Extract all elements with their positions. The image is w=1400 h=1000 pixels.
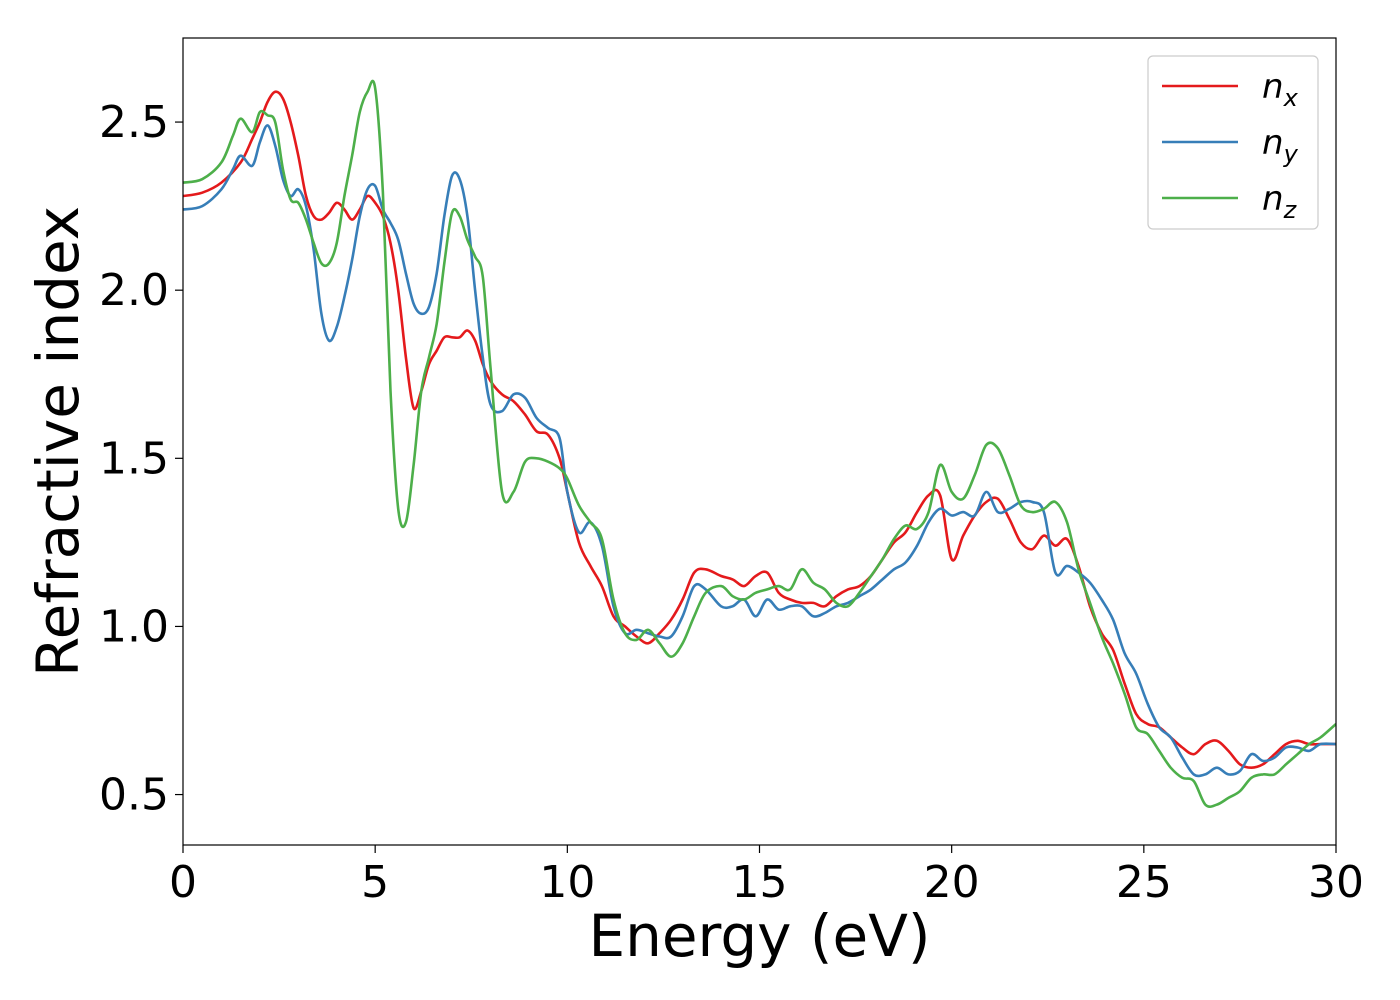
legend-label-nz: nz [1262, 179, 1298, 224]
series-layer [183, 79, 1336, 808]
x-axis: 0 5 10 15 20 25 30 [169, 845, 1364, 908]
y-axis: 0.5 1.0 1.5 2.0 2.5 [99, 97, 183, 821]
y-axis-title: Refractive index [24, 206, 92, 677]
series-line-nz [183, 79, 1336, 808]
series-line-nx [183, 90, 1336, 769]
x-tick-label: 30 [1308, 857, 1364, 908]
y-tick-label: 0.5 [99, 770, 169, 821]
x-tick-label: 5 [361, 857, 389, 908]
legend: nx ny nz [1147, 55, 1319, 230]
x-tick-label: 15 [732, 857, 788, 908]
y-tick-label: 1.5 [99, 433, 169, 484]
series-line-ny [183, 124, 1336, 778]
y-tick-label: 2.5 [99, 97, 169, 148]
x-tick-label: 10 [539, 857, 595, 908]
legend-label-nx: nx [1262, 67, 1299, 112]
x-tick-label: 20 [924, 857, 980, 908]
x-axis-title: Energy (eV) [588, 902, 930, 970]
y-tick-label: 2.0 [99, 265, 169, 316]
legend-label-ny: ny [1262, 123, 1299, 168]
x-tick-label: 25 [1116, 857, 1172, 908]
y-tick-label: 1.0 [99, 601, 169, 652]
x-tick-label: 0 [169, 857, 197, 908]
